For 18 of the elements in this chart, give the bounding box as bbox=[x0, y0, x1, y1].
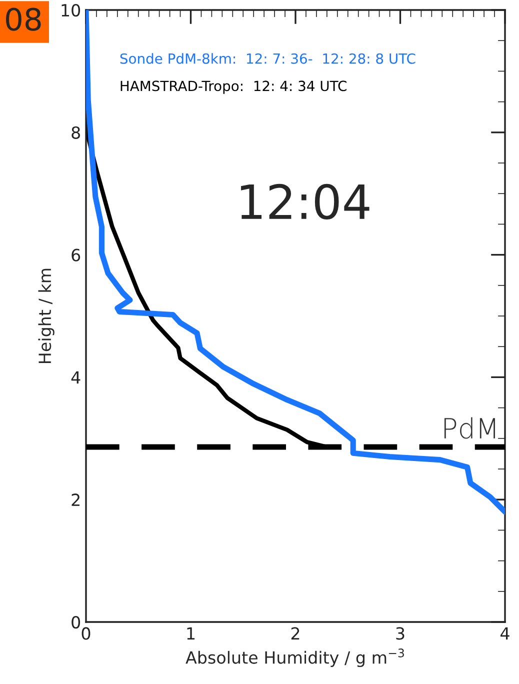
y-axis-title: Height / km bbox=[38, 268, 54, 363]
y-tick-label: 2 bbox=[72, 494, 80, 506]
x-tick-label: 4 bbox=[500, 627, 510, 640]
text: Sonde PdM-8km: 12: 7: 36- 12: 28: 8 UTC bbox=[120, 53, 416, 64]
y-tick-label: 8 bbox=[72, 126, 80, 139]
x-tick-label: 0 bbox=[82, 627, 90, 640]
x-axis-title: Absolute Humidity / g m$^{−3}$ bbox=[186, 648, 404, 668]
text: HAMSTRAD-Tropo: 12: 4: 34 UTC bbox=[120, 80, 346, 94]
y-tick-label: 0 bbox=[72, 616, 80, 629]
ref-line-label: PdM bbox=[444, 417, 495, 439]
y-tick-label: 6 bbox=[72, 248, 80, 262]
annotation: 12:04 bbox=[241, 184, 370, 220]
text: 08 bbox=[6, 8, 41, 31]
x-tick-label: 2 bbox=[291, 627, 300, 640]
x-tick-label: 1 bbox=[187, 627, 195, 640]
y-tick-label: 4 bbox=[71, 371, 80, 384]
x-tick-label: 3 bbox=[396, 627, 404, 640]
y-tick-label: 10 bbox=[62, 4, 80, 17]
